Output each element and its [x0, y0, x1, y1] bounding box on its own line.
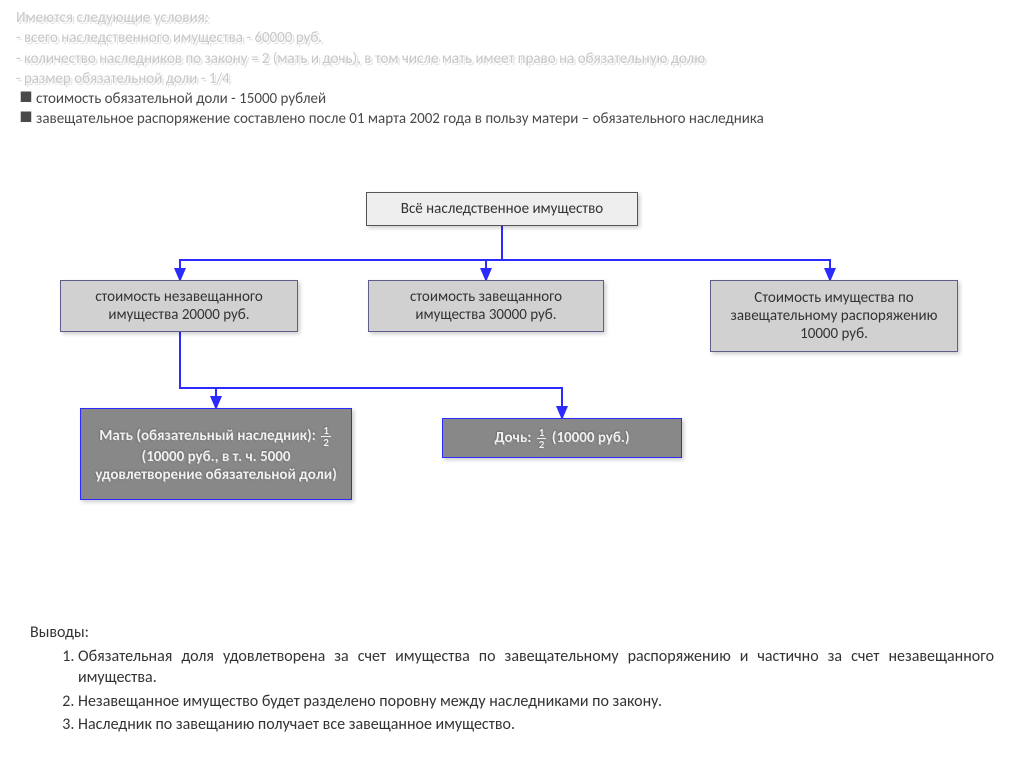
condition-line-4: ⯀ стоимость обязательной доли - 15000 ру…	[16, 89, 1008, 109]
condition-line-3: - размер обязательной доли - 1/4	[16, 69, 1008, 89]
node-root-label: Всё наследственное имущество	[401, 200, 603, 218]
conclusion-item: Наследник по завещанию получает все заве…	[78, 714, 994, 736]
conclusions-title: Выводы:	[30, 622, 994, 644]
node-daughter: Дочь: 12 (10000 руб.)	[442, 418, 682, 458]
node-testamentary-label: Стоимость имущества по завещательному ра…	[721, 289, 947, 343]
node-bequeathed: стоимость завещанного имущества 30000 ру…	[368, 280, 604, 332]
conclusions-list: Обязательная доля удовлетворена за счет …	[30, 646, 994, 736]
node-mother-label: Мать (обязательный наследник): 12 (10000…	[91, 425, 341, 484]
condition-line-2: - количество наследников по закону = 2 (…	[16, 49, 1008, 69]
condition-line-5: ⯀ завещательное распоряжение составлено …	[16, 109, 1008, 129]
conditions-block: Имеются следующие условия: - всего насле…	[16, 8, 1008, 130]
conclusion-item: Незавещанное имущество будет разделено п…	[78, 691, 994, 713]
condition-text-5: завещательное распоряжение составлено по…	[36, 109, 764, 129]
condition-line-1: - всего наследственного имущества - 6000…	[16, 28, 1008, 48]
node-unbequeathed-label: стоимость незавещанного имущества 20000 …	[71, 288, 287, 324]
conclusions-block: Выводы: Обязательная доля удовлетворена …	[30, 622, 994, 738]
node-root: Всё наследственное имущество	[366, 192, 638, 226]
condition-text-4: стоимость обязательной доли - 15000 рубл…	[36, 89, 326, 109]
node-bequeathed-label: стоимость завещанного имущества 30000 ру…	[379, 288, 593, 324]
node-daughter-label: Дочь: 12 (10000 руб.)	[494, 427, 629, 450]
node-testamentary: Стоимость имущества по завещательному ра…	[710, 280, 958, 352]
conditions-heading: Имеются следующие условия:	[16, 8, 1008, 28]
bullet-icon: ⯀	[16, 89, 36, 109]
conclusion-item: Обязательная доля удовлетворена за счет …	[78, 646, 994, 689]
bullet-icon: ⯀	[16, 109, 36, 129]
node-mother: Мать (обязательный наследник): 12 (10000…	[80, 408, 352, 500]
node-unbequeathed: стоимость незавещанного имущества 20000 …	[60, 280, 298, 332]
